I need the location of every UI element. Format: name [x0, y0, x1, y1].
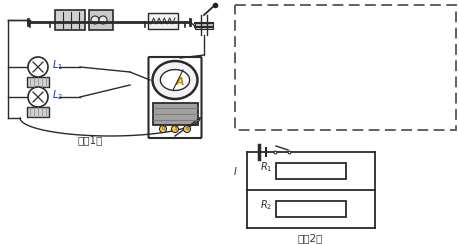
Circle shape: [28, 57, 48, 77]
Circle shape: [28, 87, 48, 107]
Text: A: A: [176, 77, 185, 87]
Bar: [276, 201, 346, 217]
Text: $L_1$: $L_1$: [52, 58, 63, 72]
Bar: [235, 5, 456, 130]
Text: 0: 0: [161, 126, 165, 132]
Circle shape: [99, 16, 107, 24]
Circle shape: [172, 125, 179, 132]
Text: 图（1）: 图（1）: [77, 135, 103, 145]
Bar: [276, 163, 346, 179]
Bar: [148, 13, 178, 29]
Text: $L_2$: $L_2$: [52, 88, 63, 102]
Bar: [27, 107, 49, 117]
Circle shape: [159, 125, 167, 132]
Circle shape: [184, 125, 190, 132]
Bar: [89, 10, 113, 30]
Circle shape: [91, 16, 99, 24]
Text: 图（2）: 图（2）: [297, 233, 323, 243]
Bar: [55, 10, 85, 30]
Ellipse shape: [152, 61, 197, 99]
Bar: [27, 77, 49, 87]
Text: $R_2$: $R_2$: [260, 198, 272, 212]
Text: 3: 3: [173, 126, 177, 132]
Text: 6: 6: [185, 126, 189, 132]
Bar: [152, 103, 197, 125]
Bar: [195, 23, 213, 29]
Text: $R_1$: $R_1$: [260, 160, 272, 174]
Text: $I$: $I$: [233, 165, 237, 177]
Ellipse shape: [160, 70, 190, 91]
